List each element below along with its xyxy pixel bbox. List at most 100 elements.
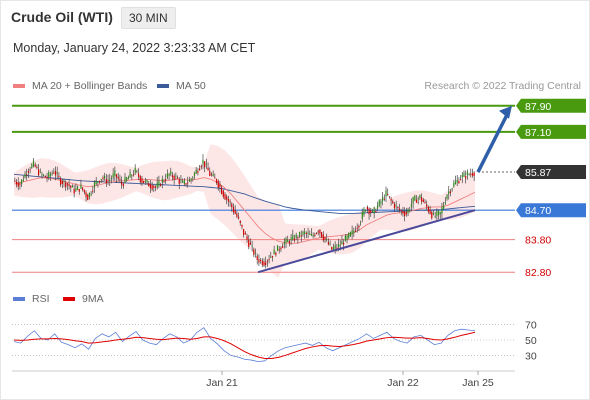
candle-body [210,174,213,176]
candle-body [336,247,338,249]
candle-body [326,239,328,241]
candle-body [424,202,426,204]
candle-body [137,173,140,177]
candle-body [207,167,209,171]
candle-body [129,172,131,178]
candle-body [215,179,218,183]
candle-body [344,235,346,242]
candle-body [75,188,77,191]
candle-body [56,172,58,174]
candle-body [65,182,67,188]
level-badge-87-10: 87.10 [516,124,586,139]
candle-body [260,259,262,261]
candle-body [173,175,175,180]
candle-body [385,190,387,197]
instrument-title: Crude Oil (WTI) [11,9,113,25]
candle-body [107,180,109,182]
candle-body [370,210,372,214]
candle-body [39,171,41,173]
candle-body [90,193,92,195]
support-trendline [257,209,476,274]
candle-body [334,245,336,249]
candle-body [221,187,223,194]
candle-body [351,230,353,235]
candle-body [88,192,91,198]
candle-body [180,180,182,182]
candle-body [31,164,33,168]
candle-body [83,189,85,193]
candle-body [300,235,302,237]
x-tick-label: Jan 21 [206,377,238,389]
candle-body [293,238,296,241]
candle-body [431,211,433,219]
candle-body [156,182,158,188]
candle-body [73,189,75,194]
level-label-84-70: 84.70 [525,205,551,217]
candle-body [314,234,316,236]
candle-body [85,192,87,197]
candle-body [49,174,52,176]
candle-body [78,189,80,192]
candle-body [297,237,299,239]
candle-body [14,180,16,182]
candle-body [26,174,28,176]
candle-body [154,186,157,188]
candle-body [66,183,68,185]
candle-body [243,228,245,235]
candle-body [421,197,423,202]
candle-body [365,210,367,212]
candle-body [214,177,216,179]
candle-body [414,195,416,201]
timeframe-badge[interactable]: 30 MIN [121,7,176,29]
candle-body [63,180,65,182]
candle-body [302,231,304,235]
candle-body [244,233,246,235]
candle-body [80,184,82,189]
forecast-arrow-head [499,105,512,119]
candle-body [354,230,357,232]
candle-body [176,177,179,179]
candle-body [448,191,450,194]
candle-body [287,239,289,243]
candle-body [395,205,397,207]
legend-rsi-label: RSI [32,293,50,305]
candle-body [224,193,226,200]
candle-body [317,231,319,233]
candle-body [71,185,74,188]
legend-9ma: 9MA [63,293,104,305]
candle-body [70,185,72,188]
candle-body [192,177,194,179]
candle-body [305,233,307,235]
candle-body [346,235,348,240]
candle-body [105,179,107,184]
candle-body [44,175,46,178]
candle-body [402,211,404,214]
forecast-arrow [476,111,510,173]
candle-body [285,238,287,243]
candle-body [239,220,241,224]
candle-body [341,241,343,245]
candle-body [405,212,407,215]
candle-body [100,179,102,181]
candle-body [368,208,370,215]
candle-body [376,205,379,209]
candle-body [360,222,362,224]
candle-body [34,164,36,167]
candle-body [149,184,152,188]
candle-body [380,201,382,204]
candle-body [183,180,185,185]
candle-body [363,208,365,216]
level-badge-bg [516,203,586,218]
candle-body [231,203,233,208]
candle-body [371,210,374,212]
level-label-87-90: 87.90 [525,101,551,113]
candle-body [471,173,474,176]
candle-body [158,180,160,186]
candle-body [15,181,18,185]
candle-body [253,249,255,255]
candle-body [280,247,282,250]
candle-body [304,231,306,234]
candle-body [188,179,191,182]
candle-body [37,169,40,176]
